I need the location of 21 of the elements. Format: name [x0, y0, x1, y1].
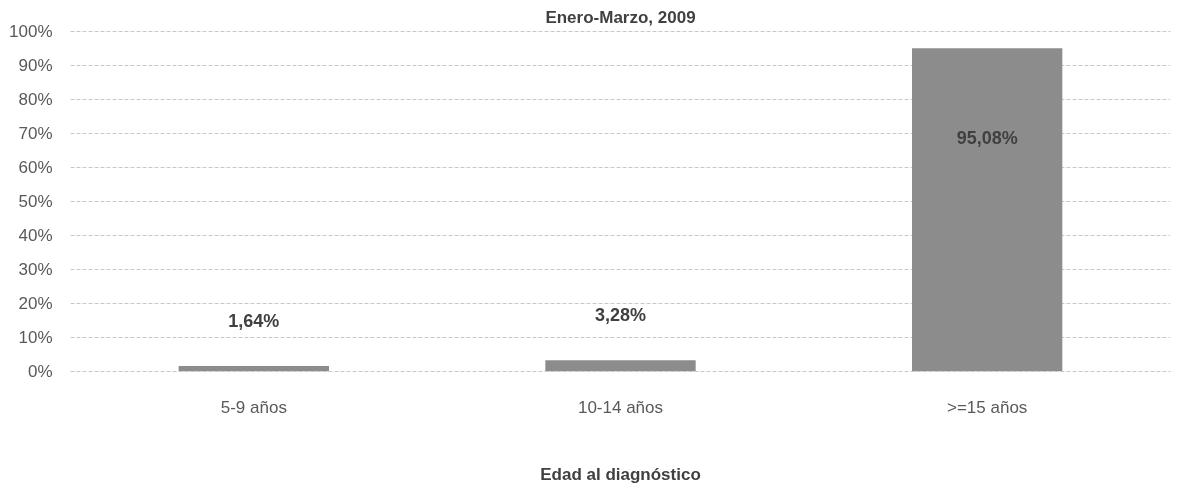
y-tick-label: 70%: [18, 124, 53, 143]
bar: [545, 360, 696, 372]
x-tick-label: 10-14 años: [577, 397, 664, 417]
y-tick-label: 50%: [18, 192, 53, 211]
y-tick-label: 20%: [18, 294, 53, 313]
y-tick-label: 80%: [18, 90, 53, 109]
y-tick-label: 90%: [18, 56, 53, 75]
x-axis-title: Edad al diagnóstico: [540, 464, 701, 484]
y-tick-label: 100%: [9, 22, 53, 41]
y-tick-label: 0%: [27, 362, 53, 381]
data-label: 3,28%: [594, 305, 647, 326]
data-label: 1,64%: [228, 310, 280, 331]
data-label: 95,08%: [956, 128, 1018, 149]
y-tick-label: 10%: [18, 328, 53, 347]
y-tick-label: 30%: [18, 260, 53, 279]
y-tick-label: 60%: [18, 158, 53, 177]
y-tick-label: 40%: [18, 226, 53, 245]
x-tick-label: >=15 años: [946, 397, 1028, 417]
bar: [912, 48, 1063, 372]
chart-title: Enero-Marzo, 2009: [545, 7, 696, 27]
x-tick-label: 5-9 años: [220, 397, 287, 417]
